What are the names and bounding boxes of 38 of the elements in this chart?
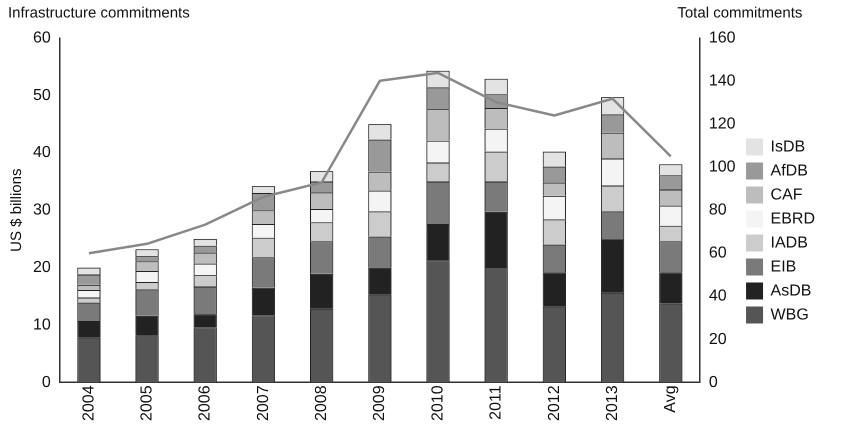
y2-tick-label: 140 <box>708 72 736 90</box>
legend-label: WBG <box>770 306 809 324</box>
y-tick-label: 20 <box>33 259 51 276</box>
y-tick-label: 30 <box>33 202 51 219</box>
x-tick-label: 2011 <box>488 385 505 420</box>
y2-tick-label: 40 <box>708 288 727 305</box>
y2-tick-label: 120 <box>708 116 736 133</box>
x-tick-label: Avg <box>662 385 680 413</box>
x-tick-label: 2009 <box>371 385 388 421</box>
x-tick-label: 2010 <box>429 385 446 421</box>
legend-label: AsDB <box>770 282 812 300</box>
y-axis-title: US $ billions <box>8 168 26 252</box>
x-tick-label: 2008 <box>313 385 330 421</box>
legend-label: EIB <box>770 258 796 276</box>
y-tick-label: 60 <box>33 29 51 46</box>
y-tick-label: 10 <box>33 316 51 334</box>
y2-tick-label: 20 <box>708 330 727 348</box>
chart-title: Infrastructure commitments <box>8 4 190 22</box>
legend-label: IADB <box>770 234 808 252</box>
y2-axis-title: Total commitments <box>677 4 802 22</box>
x-tick-label: 2012 <box>546 385 563 421</box>
x-tick-label: 2006 <box>196 385 214 421</box>
y-tick-label: 0 <box>42 374 51 391</box>
y-tick-label: 50 <box>33 86 51 104</box>
legend-label: AfDB <box>770 162 808 180</box>
x-tick-label: 2004 <box>80 385 98 421</box>
y2-tick-label: 60 <box>708 244 727 262</box>
x-tick-label: 2007 <box>254 385 272 421</box>
y2-tick-label: 160 <box>708 29 736 46</box>
y2-tick-label: 0 <box>708 374 718 391</box>
legend-label: EBRD <box>770 210 815 228</box>
y2-tick-label: 100 <box>708 158 736 176</box>
y2-tick-label: 80 <box>708 202 727 219</box>
legend-label: IsDB <box>770 138 806 156</box>
x-tick-label: 2013 <box>604 385 621 421</box>
x-tick-label: 2005 <box>138 385 156 421</box>
legend-label: CAF <box>770 186 803 204</box>
y-tick-label: 40 <box>33 144 51 162</box>
